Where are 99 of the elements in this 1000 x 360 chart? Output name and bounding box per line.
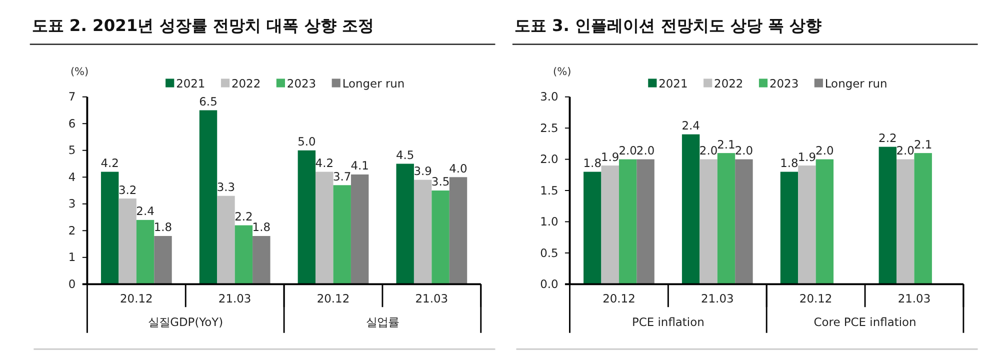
bar [136,220,154,284]
bar [252,236,270,284]
data-label: 2.2 [234,210,253,224]
y-tick-label: 5 [68,143,76,158]
bar [316,172,334,284]
bar [878,146,897,284]
data-label: 2.4 [682,118,700,133]
text: 실업률 [366,315,399,330]
bar [414,180,432,284]
legend-label: 2023 [286,76,316,90]
y-tick-label: 2.0 [540,152,558,166]
bar [234,225,253,284]
x-tick-label: 20.12 [602,291,636,306]
bar [914,153,932,284]
data-label: 1.8 [252,220,271,234]
data-label: 1.8 [583,156,602,170]
data-label: 2.1 [717,137,736,152]
data-label: 2.4 [136,204,154,218]
y-tick-label: 7 [68,90,76,104]
text: Core PCE inflation [814,315,916,330]
bar [700,159,718,284]
data-label: 2.0 [699,144,718,158]
bar [217,196,235,284]
y-tick-label: 4 [68,170,76,184]
y-tick-label: 6 [68,116,76,130]
y-tick-label: 2 [68,223,76,238]
data-label: 3.7 [333,169,352,184]
legend-label: 2021 [176,76,206,90]
bar [432,190,450,284]
x-tick-label: 20.12 [316,291,350,306]
bar [118,198,136,284]
bar [601,166,619,284]
bar [798,166,816,284]
legend-label: 2022 [714,76,744,90]
bar [717,153,736,284]
legend-label: Longer run [824,76,888,90]
x-tick-label: 20.12 [799,291,832,306]
x-tick-label: 20.12 [120,291,153,306]
data-label: 3.2 [118,182,137,197]
x-tick-label: 21.03 [415,291,448,306]
data-label: 6.5 [199,94,218,108]
legend-label: 2022 [231,76,261,90]
data-label: 3.3 [216,180,236,194]
chart-title: 도표 3. 인플레이션 전망치도 상당 폭 상향 [514,16,822,35]
y-tick-label: 3 [68,196,76,211]
bar [636,159,654,284]
legend-label: Longer run [342,76,405,90]
text: PCE inflation [632,315,704,330]
bar [199,110,218,284]
bar [100,172,119,284]
bar [816,159,834,284]
data-label: 4.0 [449,161,468,176]
bar [449,177,468,284]
bar [780,172,798,284]
bar [298,150,316,284]
y-tick-label: 3.0 [540,90,558,104]
data-label: 3.9 [414,164,432,178]
y-tick-label: 1.0 [540,214,558,229]
y-tick-label: 0.5 [540,246,558,260]
data-label: 2.0 [734,144,754,158]
x-tick-label: 21.03 [700,291,734,306]
text: 실질GDP(YoY) [148,315,224,330]
data-label: 2.1 [914,137,932,152]
bar [396,164,414,284]
y-axis-title: (%) [70,66,89,78]
data-label: 4.2 [100,156,119,170]
chart-title: 도표 2. 2021년 성장률 전망치 대폭 상향 조정 [32,16,374,35]
bar [618,159,637,284]
data-label: 1.9 [601,150,620,164]
y-axis-title: (%) [553,66,572,78]
data-label: 4.2 [315,156,334,170]
y-tick-label: 2.5 [540,120,558,135]
data-label: 3.5 [431,174,450,189]
bar [350,174,369,284]
legend-label: 2023 [769,76,799,90]
x-tick-label: 21.03 [898,291,931,306]
data-label: 2.0 [636,144,655,158]
y-tick-label: 1 [68,250,76,264]
bar [154,236,172,284]
data-label: 1.8 [780,156,798,170]
data-label: 2.0 [816,144,834,158]
bar [896,159,914,284]
y-tick-label: 0 [68,276,76,291]
x-tick-label: 21.03 [218,291,252,306]
data-label: 4.5 [396,148,414,162]
data-label: 1.8 [154,220,172,234]
y-tick-label: 0.0 [540,276,558,291]
legend-label: 2021 [658,76,688,90]
bar [333,185,351,284]
data-label: 5.0 [298,134,316,149]
data-label: 2.2 [878,131,897,146]
data-label: 2.0 [618,144,637,158]
data-label: 2.0 [896,144,914,158]
y-tick-label: 1.5 [540,183,558,198]
bar [584,172,602,284]
data-label: 4.1 [350,158,369,173]
bar [735,159,753,284]
bar [682,134,700,284]
data-label: 1.9 [798,150,816,164]
